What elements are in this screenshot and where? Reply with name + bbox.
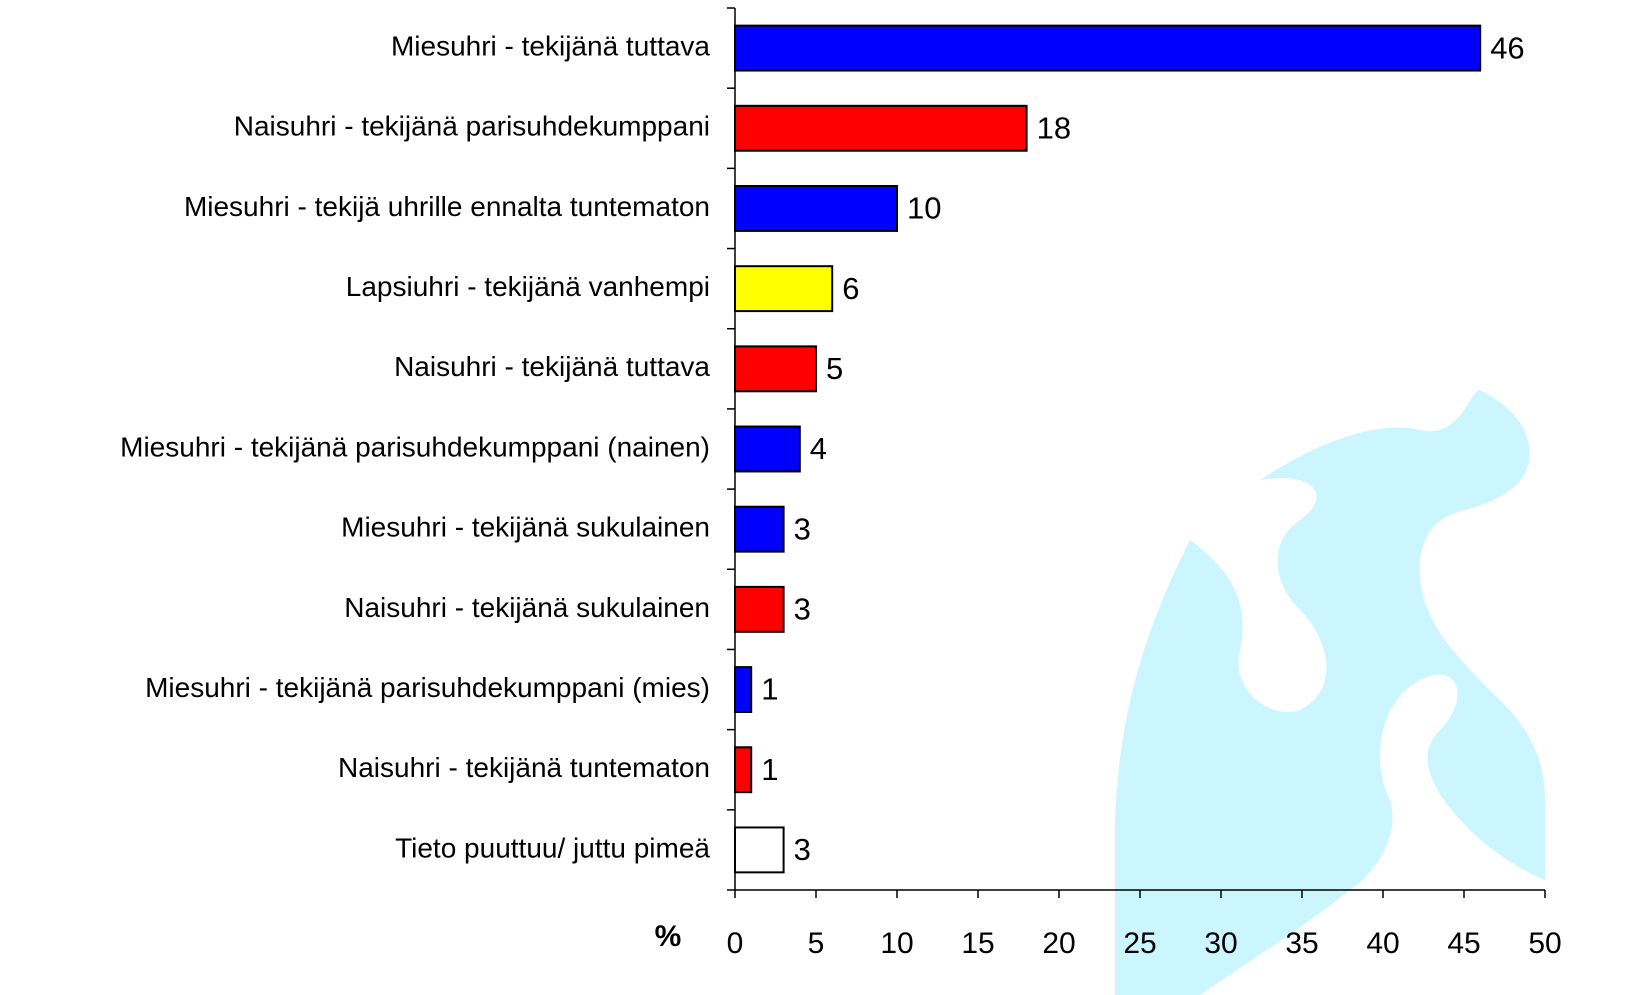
bar [735,747,751,792]
bar [735,266,832,311]
category-label: Naisuhri - tekijänä tuttava [394,351,710,382]
bar [735,507,784,552]
value-label: 6 [842,271,859,306]
x-tick-label: 15 [961,927,994,960]
bar [735,106,1027,151]
x-tick-label: 5 [808,927,825,960]
x-tick-label: 0 [727,927,744,960]
bar [735,186,897,231]
chart: % 05101520253035404550Miesuhri - tekijän… [0,0,1631,995]
value-label: 1 [761,672,778,707]
value-label: 46 [1490,30,1524,65]
x-tick-label: 45 [1447,927,1480,960]
bar [735,667,751,712]
bar [735,26,1480,71]
category-label: Miesuhri - tekijä uhrille ennalta tuntem… [184,191,710,222]
x-tick-label: 30 [1204,927,1237,960]
x-tick-label: 50 [1528,927,1561,960]
category-label: Miesuhri - tekijänä parisuhdekumppani (m… [145,672,710,703]
bar [735,346,816,391]
x-tick-label: 10 [880,927,913,960]
bar [735,427,800,472]
value-label: 18 [1037,110,1071,145]
x-tick-label: 20 [1042,927,1075,960]
value-label: 5 [826,351,843,386]
category-label: Lapsiuhri - tekijänä vanhempi [346,271,710,302]
value-label: 1 [761,752,778,787]
category-label: Naisuhri - tekijänä sukulainen [344,592,710,623]
background-logo [1115,390,1545,995]
x-tick-label: 25 [1123,927,1156,960]
value-label: 3 [794,592,811,627]
x-tick-label: 35 [1285,927,1318,960]
category-label: Naisuhri - tekijänä parisuhdekumppani [234,111,710,142]
category-label: Miesuhri - tekijänä tuttava [391,30,710,61]
value-label: 4 [810,431,827,466]
category-label: Naisuhri - tekijänä tuntematon [338,752,710,783]
value-label: 3 [794,832,811,867]
x-axis-label: % [655,920,682,953]
bar [735,587,784,632]
value-label: 10 [907,191,941,226]
value-label: 3 [794,511,811,546]
category-label: Tieto puuttuu/ juttu pimeä [395,832,710,863]
bar [735,827,784,872]
x-tick-label: 40 [1366,927,1399,960]
category-label: Miesuhri - tekijänä sukulainen [341,512,710,543]
category-label: Miesuhri - tekijänä parisuhdekumppani (n… [120,431,710,462]
